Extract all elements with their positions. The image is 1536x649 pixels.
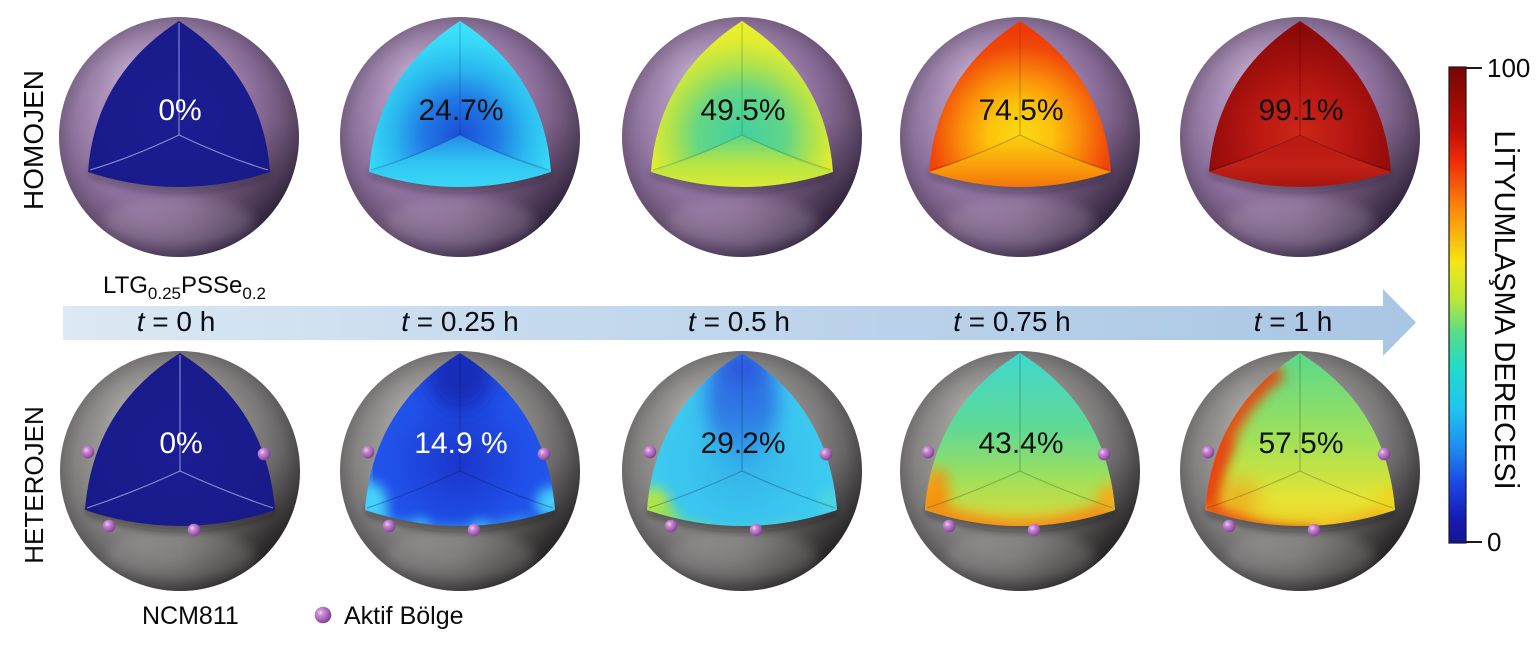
svg-text:43.4%: 43.4%	[978, 427, 1063, 460]
svg-text:HETEROJEN: HETEROJEN	[19, 406, 49, 563]
svg-text:LİTYUMLAŞMA DERECESİ: LİTYUMLAŞMA DERECESİ	[1488, 130, 1521, 489]
svg-text:0: 0	[1487, 527, 1501, 557]
svg-text:HOMOJEN: HOMOJEN	[18, 70, 49, 210]
svg-text:Aktif Bölge: Aktif Bölge	[344, 602, 464, 630]
svg-text:0%: 0%	[158, 94, 201, 127]
svg-text:t = 0.75 h: t = 0.75 h	[953, 306, 1071, 337]
svg-text:24.7%: 24.7%	[418, 94, 503, 127]
svg-text:49.5%: 49.5%	[700, 94, 785, 127]
svg-text:t = 0.25 h: t = 0.25 h	[401, 306, 519, 337]
svg-text:57.5%: 57.5%	[1258, 427, 1343, 460]
svg-text:74.5%: 74.5%	[978, 94, 1063, 127]
svg-text:100: 100	[1487, 53, 1530, 83]
svg-text:t = 0 h: t = 0 h	[137, 306, 216, 337]
svg-text:t = 0.5 h: t = 0.5 h	[688, 306, 790, 337]
svg-text:t = 1 h: t = 1 h	[1254, 306, 1333, 337]
svg-text:14.9 %: 14.9 %	[414, 427, 507, 460]
svg-text:0%: 0%	[159, 427, 202, 460]
svg-text:LTG0.25PSSe0.2: LTG0.25PSSe0.2	[103, 272, 266, 303]
svg-text:29.2%: 29.2%	[700, 427, 785, 460]
svg-text:NCM811: NCM811	[142, 602, 239, 630]
svg-text:99.1%: 99.1%	[1258, 94, 1343, 127]
